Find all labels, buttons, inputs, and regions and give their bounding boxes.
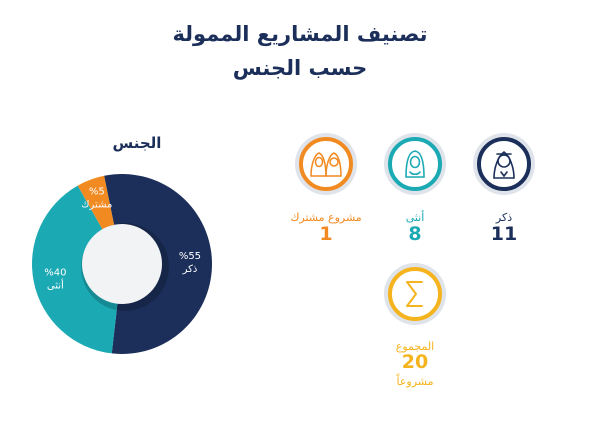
page-title: تصنيف المشاريع الممولة bbox=[172, 22, 428, 46]
label-shared: %5 مشترك bbox=[81, 187, 112, 211]
male-label: ذكر bbox=[495, 211, 513, 224]
total-icon-circle bbox=[383, 262, 447, 326]
label-male: %55 ذكر bbox=[179, 251, 201, 275]
total-unit: مشروعاً bbox=[396, 375, 434, 388]
male-count: 11 bbox=[490, 223, 518, 245]
label-male-percent: %55 bbox=[179, 251, 201, 262]
female-label: أنثى bbox=[405, 211, 425, 224]
total-label: المجموع bbox=[395, 340, 435, 353]
sigma-icon bbox=[406, 281, 423, 307]
slice-female bbox=[31, 185, 123, 354]
page-subtitle: حسب الجنس bbox=[232, 56, 368, 80]
couple-icon bbox=[310, 152, 342, 177]
label-shared-percent: %5 bbox=[89, 187, 105, 198]
shared-icon-circle bbox=[294, 132, 358, 196]
male-person-icon bbox=[493, 151, 515, 179]
donut-hole bbox=[82, 224, 162, 304]
female-count: 8 bbox=[408, 223, 422, 245]
male-icon-circle bbox=[472, 132, 536, 196]
label-male-name: ذكر bbox=[182, 264, 198, 275]
shared-count: 1 bbox=[319, 223, 333, 245]
label-female-name: أنثى bbox=[47, 279, 64, 292]
label-shared-name: مشترك bbox=[81, 200, 112, 211]
shared-label: مشروع مشترك bbox=[290, 211, 362, 224]
female-person-icon bbox=[405, 150, 425, 178]
female-icon-circle bbox=[383, 132, 447, 196]
total-count: 20 bbox=[401, 351, 429, 373]
label-female-percent: %40 bbox=[44, 268, 66, 279]
chart-title: الجنس bbox=[112, 134, 162, 152]
